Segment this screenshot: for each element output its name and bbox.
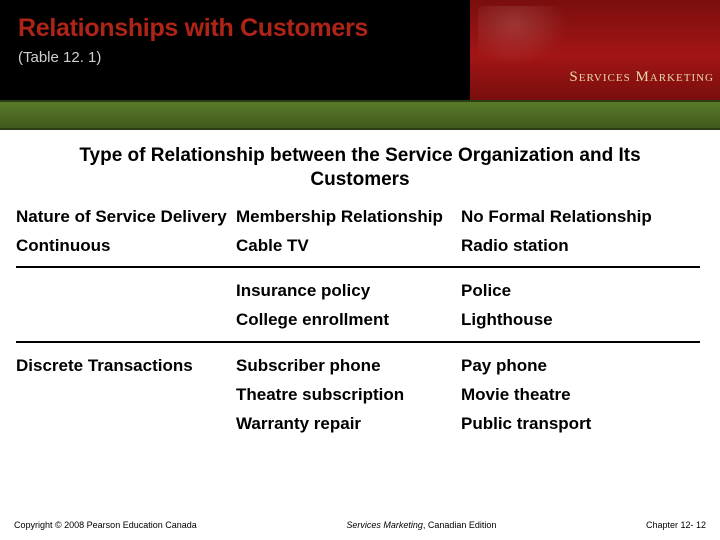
divider: [16, 266, 700, 268]
header-left: Relationships with Customers (Table 12. …: [0, 0, 470, 100]
cell: Movie theatre: [459, 380, 706, 409]
cell: College enrollment: [234, 305, 459, 334]
cell: Public transport: [459, 409, 706, 438]
col-header-nature: Nature of Service Delivery: [14, 202, 234, 231]
row-label-continuous: Continuous: [14, 231, 234, 260]
footer-pageref: Chapter 12- 12: [646, 520, 706, 530]
table-row: Warranty repair Public transport: [14, 409, 706, 438]
divider-row: [14, 335, 706, 351]
col-header-membership: Membership Relationship: [234, 202, 459, 231]
table-row: Continuous Cable TV Radio station: [14, 231, 706, 260]
cell: Cable TV: [234, 231, 459, 260]
brand-panel: Services Marketing: [470, 0, 720, 100]
cell: Insurance policy: [234, 276, 459, 305]
cell: Police: [459, 276, 706, 305]
table-row: College enrollment Lighthouse: [14, 305, 706, 334]
slide-title: Relationships with Customers: [18, 14, 452, 43]
table-row: Theatre subscription Movie theatre: [14, 380, 706, 409]
row-label-discrete: Discrete Transactions: [14, 351, 234, 380]
divider: [16, 341, 700, 343]
footer-center-rest: , Canadian Edition: [423, 520, 497, 530]
cell: Lighthouse: [459, 305, 706, 334]
footer-copyright: Copyright © 2008 Pearson Education Canad…: [14, 520, 197, 530]
table-row: Insurance policy Police: [14, 276, 706, 305]
section-heading: Type of Relationship between the Service…: [14, 140, 706, 202]
cell: Pay phone: [459, 351, 706, 380]
cell: Theatre subscription: [234, 380, 459, 409]
divider-row: [14, 260, 706, 276]
header-band: Relationships with Customers (Table 12. …: [0, 0, 720, 100]
content-area: Type of Relationship between the Service…: [0, 130, 720, 438]
cell: Warranty repair: [234, 409, 459, 438]
col-header-noformal: No Formal Relationship: [459, 202, 706, 231]
cell: Subscriber phone: [234, 351, 459, 380]
footer: Copyright © 2008 Pearson Education Canad…: [0, 516, 720, 540]
footer-center-italic: Services Marketing: [346, 520, 423, 530]
table-row: Discrete Transactions Subscriber phone P…: [14, 351, 706, 380]
cell: Radio station: [459, 231, 706, 260]
accent-bar: [0, 100, 720, 130]
footer-center: Services Marketing, Canadian Edition: [346, 520, 496, 530]
relationship-table: Nature of Service Delivery Membership Re…: [14, 202, 706, 439]
brand-text: Services Marketing: [569, 69, 714, 86]
slide-subtitle: (Table 12. 1): [18, 49, 452, 66]
table-header-row: Nature of Service Delivery Membership Re…: [14, 202, 706, 231]
